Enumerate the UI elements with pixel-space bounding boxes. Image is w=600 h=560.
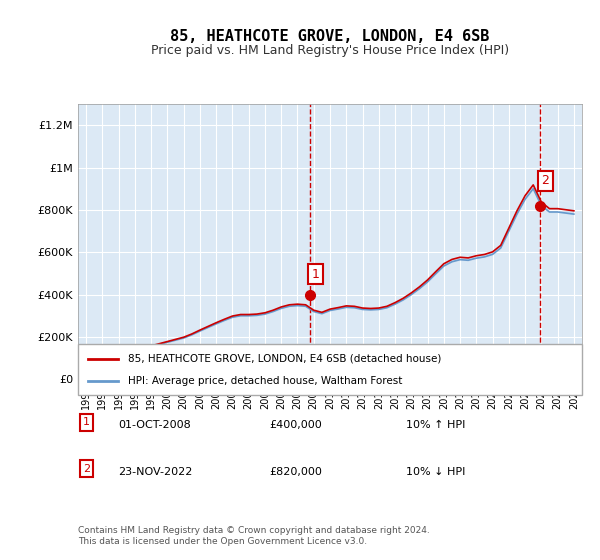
Text: Price paid vs. HM Land Registry's House Price Index (HPI): Price paid vs. HM Land Registry's House …	[151, 44, 509, 57]
Text: 23-NOV-2022: 23-NOV-2022	[118, 466, 193, 477]
Text: 85, HEATHCOTE GROVE, LONDON, E4 6SB: 85, HEATHCOTE GROVE, LONDON, E4 6SB	[170, 29, 490, 44]
Text: 1: 1	[311, 268, 319, 281]
Text: HPI: Average price, detached house, Waltham Forest: HPI: Average price, detached house, Walt…	[128, 376, 403, 386]
Text: 1: 1	[83, 417, 90, 427]
Text: 2: 2	[541, 175, 549, 188]
Text: 10% ↓ HPI: 10% ↓ HPI	[406, 466, 465, 477]
Text: 10% ↑ HPI: 10% ↑ HPI	[406, 421, 465, 431]
FancyBboxPatch shape	[78, 344, 582, 395]
Text: 85, HEATHCOTE GROVE, LONDON, E4 6SB (detached house): 85, HEATHCOTE GROVE, LONDON, E4 6SB (det…	[128, 353, 442, 363]
Text: 01-OCT-2008: 01-OCT-2008	[118, 421, 191, 431]
Text: £820,000: £820,000	[269, 466, 322, 477]
Text: £400,000: £400,000	[269, 421, 322, 431]
Text: 2: 2	[83, 464, 90, 474]
Text: Contains HM Land Registry data © Crown copyright and database right 2024.
This d: Contains HM Land Registry data © Crown c…	[78, 526, 430, 546]
